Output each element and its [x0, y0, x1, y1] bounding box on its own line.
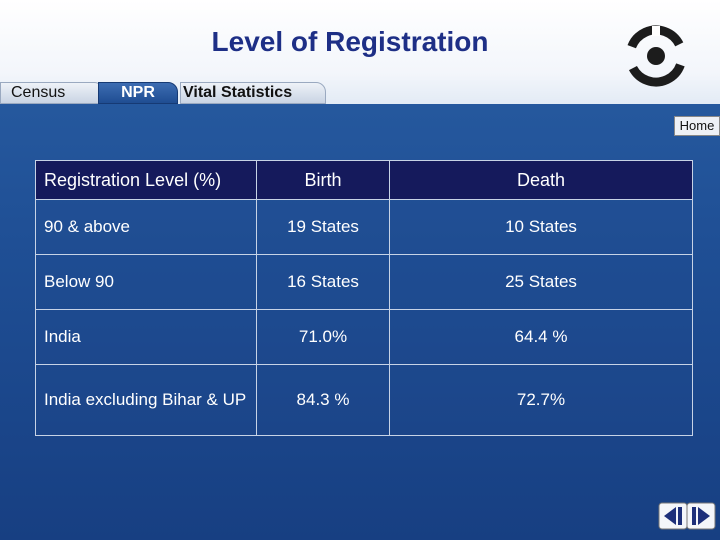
birth-value: 19 States: [256, 199, 390, 255]
birth-value: 84.3 %: [256, 364, 390, 436]
row-label: 90 & above: [35, 199, 257, 255]
row-label: India excluding Bihar & UP: [35, 364, 257, 436]
tab-npr[interactable]: NPR: [98, 82, 178, 104]
page-title: Level of Registration: [211, 26, 489, 57]
death-value: 25 States: [389, 254, 693, 310]
death-value: 10 States: [389, 199, 693, 255]
table-row: India excluding Bihar & UP 84.3 % 72.7%: [35, 364, 693, 436]
row-label: Below 90: [35, 254, 257, 310]
row-label: India: [35, 309, 257, 365]
header-band: Level of Registration Census NPR Vital S…: [0, 0, 720, 104]
header-death: Death: [389, 160, 693, 200]
header-birth: Birth: [256, 160, 390, 200]
birth-value: 16 States: [256, 254, 390, 310]
tab-bar: Census NPR Vital Statistics: [0, 80, 720, 104]
table-row: 90 & above 19 States 10 States: [35, 199, 693, 255]
tab-census[interactable]: Census: [0, 82, 104, 104]
table-header-row: Registration Level (%) Birth Death: [35, 160, 693, 200]
death-value: 64.4 %: [389, 309, 693, 365]
tab-vital-statistics[interactable]: Vital Statistics: [180, 82, 326, 104]
table-row: Below 90 16 States 25 States: [35, 254, 693, 310]
next-slide-icon[interactable]: [686, 502, 716, 530]
census-logo-icon: [625, 25, 687, 87]
registration-table: Registration Level (%) Birth Death 90 & …: [35, 160, 693, 436]
previous-slide-icon[interactable]: [658, 502, 688, 530]
header-registration-level: Registration Level (%): [35, 160, 257, 200]
birth-value: 71.0%: [256, 309, 390, 365]
table-row: India 71.0% 64.4 %: [35, 309, 693, 365]
death-value: 72.7%: [389, 364, 693, 436]
home-button[interactable]: Home: [674, 116, 720, 136]
